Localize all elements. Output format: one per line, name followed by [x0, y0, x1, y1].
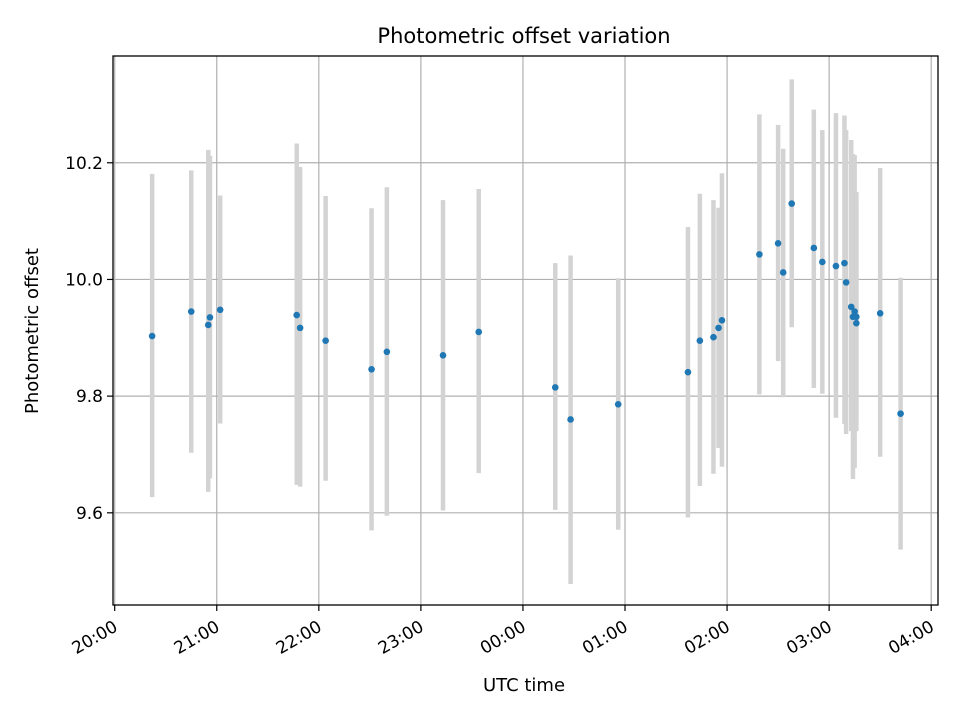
data-point — [696, 337, 704, 345]
data-point — [774, 239, 782, 247]
data-point — [710, 333, 717, 341]
plot-frame — [112, 55, 939, 606]
data-point — [718, 316, 726, 324]
data-point — [322, 337, 329, 345]
data-point — [567, 416, 574, 423]
data-point — [187, 308, 195, 315]
data-point — [551, 384, 559, 391]
y-tick-label: 10.2 — [65, 154, 103, 174]
data-point — [293, 311, 301, 319]
data-point — [439, 351, 447, 359]
data-point — [206, 314, 214, 321]
data-point — [853, 319, 860, 327]
data-point — [832, 262, 840, 270]
data-point — [841, 259, 848, 267]
data-point — [851, 308, 858, 315]
data-points — [148, 200, 904, 423]
y-tick-label: 10.0 — [65, 270, 103, 290]
chart-title: Photometric offset variation — [377, 24, 670, 48]
data-point — [296, 324, 304, 332]
data-point — [216, 306, 224, 314]
data-point — [368, 365, 375, 373]
data-point — [788, 200, 796, 207]
grid — [113, 56, 938, 605]
data-point — [810, 244, 818, 252]
y-axis-ticks: 9.6 9.8 10.0 10.2 — [65, 154, 113, 524]
y-tick-label: 9.8 — [76, 387, 103, 407]
x-axis-label: UTC time — [483, 675, 565, 696]
data-point — [819, 258, 826, 266]
data-point — [204, 321, 212, 329]
data-point — [756, 251, 763, 258]
data-point — [853, 313, 860, 321]
data-point — [897, 410, 904, 417]
y-tick-label: 9.6 — [76, 504, 103, 524]
data-point — [614, 401, 622, 408]
data-point — [684, 368, 692, 376]
data-point — [779, 269, 787, 276]
data-point — [876, 309, 884, 317]
data-point — [148, 332, 156, 340]
data-point — [475, 328, 483, 336]
data-point — [842, 279, 850, 286]
y-axis-label: Photometric offset — [22, 248, 43, 414]
data-point — [383, 348, 391, 356]
data-point — [715, 324, 722, 332]
data-point — [847, 303, 855, 311]
